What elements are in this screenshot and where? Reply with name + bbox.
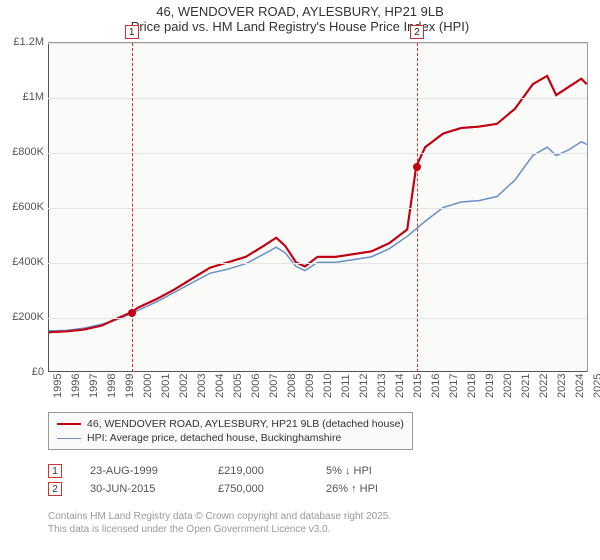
sale-point-row: 2 30-JUN-2015 £750,000 26% ↑ HPI — [48, 480, 406, 498]
x-tick-label: 2023 — [556, 374, 568, 398]
y-tick-label: £1.2M — [4, 36, 44, 48]
x-tick-label: 2001 — [160, 374, 172, 398]
x-tick-label: 2018 — [466, 374, 478, 398]
sale-points-table: 1 23-AUG-1999 £219,000 5% ↓ HPI 2 30-JUN-2015… — [48, 462, 406, 498]
sale-point-marker: 1 — [48, 464, 62, 478]
y-tick-label: £600K — [4, 201, 44, 213]
x-tick-label: 2003 — [196, 374, 208, 398]
x-tick-label: 1995 — [52, 374, 64, 398]
sale-point-date: 30-JUN-2015 — [90, 483, 190, 495]
gridline — [48, 263, 587, 264]
x-tick-label: 2008 — [286, 374, 298, 398]
legend-swatch — [57, 438, 81, 439]
x-axis — [48, 371, 587, 372]
marker-dot — [128, 309, 136, 317]
sale-point-price: £750,000 — [218, 483, 298, 495]
x-tick-label: 2013 — [376, 374, 388, 398]
x-tick-label: 2021 — [520, 374, 532, 398]
series-property — [48, 76, 586, 332]
x-tick-label: 2020 — [502, 374, 514, 398]
y-tick-label: £0 — [4, 366, 44, 378]
sale-point-marker: 2 — [48, 482, 62, 496]
sale-point-date: 23-AUG-1999 — [90, 465, 190, 477]
marker-box: 2 — [410, 25, 424, 39]
attribution-line-1: Contains HM Land Registry data © Crown c… — [48, 510, 391, 523]
x-tick-label: 2010 — [322, 374, 334, 398]
y-tick-label: £200K — [4, 311, 44, 323]
x-tick-label: 2022 — [538, 374, 550, 398]
gridline — [48, 43, 587, 44]
gridline — [48, 98, 587, 99]
series-hpi — [48, 142, 586, 331]
x-tick-label: 2012 — [358, 374, 370, 398]
sale-point-delta: 5% ↓ HPI — [326, 465, 406, 477]
gridline — [48, 318, 587, 319]
legend-label: HPI: Average price, detached house, Buck… — [87, 432, 341, 444]
chart-plot-area: 12 — [48, 42, 588, 372]
x-tick-label: 2004 — [214, 374, 226, 398]
x-tick-label: 1996 — [70, 374, 82, 398]
x-tick-label: 2014 — [394, 374, 406, 398]
x-tick-label: 2016 — [430, 374, 442, 398]
x-tick-label: 2006 — [250, 374, 262, 398]
x-tick-label: 2011 — [340, 374, 352, 398]
x-tick-label: 2024 — [574, 374, 586, 398]
y-tick-label: £1M — [4, 91, 44, 103]
marker-box: 1 — [125, 25, 139, 39]
sale-point-row: 1 23-AUG-1999 £219,000 5% ↓ HPI — [48, 462, 406, 480]
x-tick-label: 1998 — [106, 374, 118, 398]
chart-title-block: 46, WENDOVER ROAD, AYLESBURY, HP21 9LB P… — [0, 0, 600, 34]
x-tick-label: 1999 — [124, 374, 136, 398]
legend-label: 46, WENDOVER ROAD, AYLESBURY, HP21 9LB (… — [87, 418, 404, 430]
title-line-1: 46, WENDOVER ROAD, AYLESBURY, HP21 9LB — [0, 4, 600, 19]
attribution-line-2: This data is licensed under the Open Gov… — [48, 523, 391, 536]
gridline — [48, 153, 587, 154]
x-tick-label: 2007 — [268, 374, 280, 398]
sale-point-price: £219,000 — [218, 465, 298, 477]
title-line-2: Price paid vs. HM Land Registry's House … — [0, 19, 600, 34]
x-tick-label: 2005 — [232, 374, 244, 398]
x-tick-label: 2002 — [178, 374, 190, 398]
x-tick-label: 2009 — [304, 374, 316, 398]
legend: 46, WENDOVER ROAD, AYLESBURY, HP21 9LB (… — [48, 412, 413, 450]
y-tick-label: £800K — [4, 146, 44, 158]
gridline — [48, 208, 587, 209]
marker-line — [417, 43, 418, 372]
legend-row: HPI: Average price, detached house, Buck… — [57, 431, 404, 445]
series-property-top — [48, 76, 586, 332]
x-tick-label: 1997 — [88, 374, 100, 398]
x-tick-label: 2025 — [592, 374, 600, 398]
x-tick-label: 2019 — [484, 374, 496, 398]
x-tick-label: 2000 — [142, 374, 154, 398]
y-tick-label: £400K — [4, 256, 44, 268]
marker-dot — [413, 163, 421, 171]
legend-row: 46, WENDOVER ROAD, AYLESBURY, HP21 9LB (… — [57, 417, 404, 431]
x-tick-label: 2017 — [448, 374, 460, 398]
legend-swatch — [57, 423, 81, 425]
x-tick-label: 2015 — [412, 374, 424, 398]
attribution: Contains HM Land Registry data © Crown c… — [48, 510, 391, 536]
marker-line — [132, 43, 133, 372]
sale-point-delta: 26% ↑ HPI — [326, 483, 406, 495]
